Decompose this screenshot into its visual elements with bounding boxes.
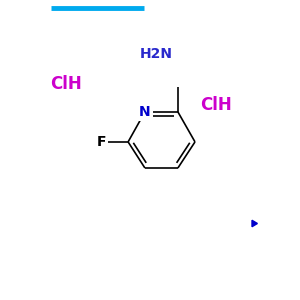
Text: N: N — [139, 105, 151, 119]
Text: ClH: ClH — [50, 75, 82, 93]
Text: ClH: ClH — [200, 96, 232, 114]
Polygon shape — [252, 220, 257, 227]
Text: F: F — [97, 135, 107, 149]
Text: H2N: H2N — [140, 47, 172, 61]
